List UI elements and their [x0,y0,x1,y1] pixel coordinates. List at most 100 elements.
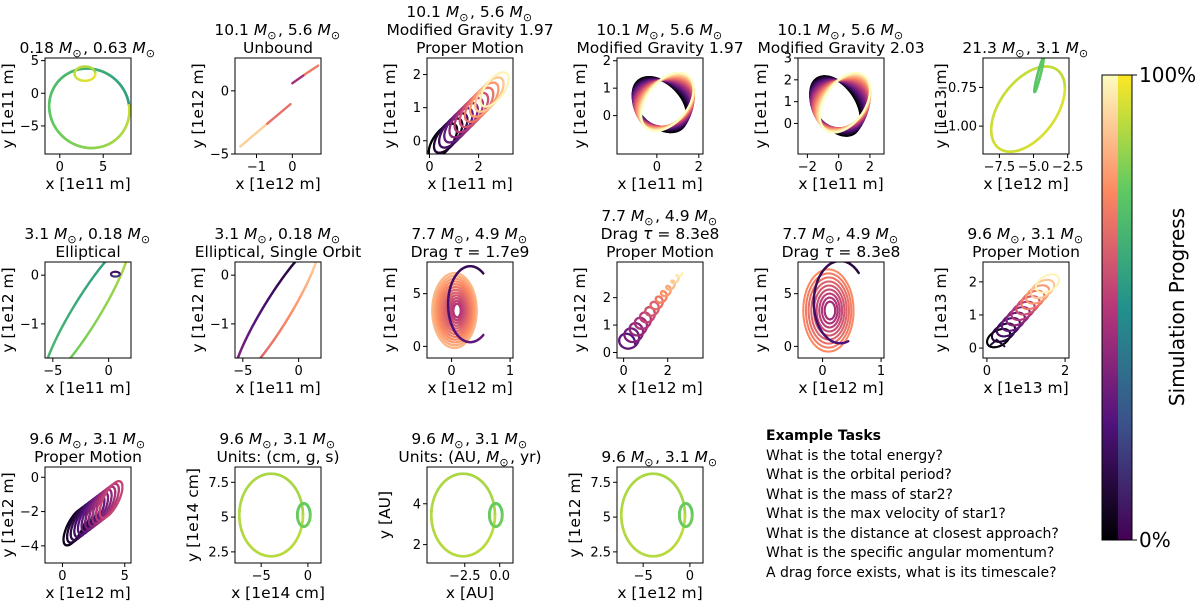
orbit-curves [631,71,696,134]
orbit-segment [257,361,258,362]
y-axis-label: y [1e11 m] [0,63,17,148]
x-tick-label: 0 [653,160,661,175]
y-tick-label: 0 [221,269,229,284]
y-axis-label: y [1e11 m] [752,63,770,148]
subplot-8: −5 0−10x [1e11 m]y [1e12 m]3.1 M⊙ , 0.18 … [189,225,361,397]
axes-frame [234,57,322,155]
orbit-segment [441,153,443,154]
plot-title: Proper Motion [416,39,524,57]
y-tick-label: 0 [221,84,229,99]
orbit-segment [256,362,257,363]
orbit-segment [258,357,261,358]
x-tick-label: 0 [425,160,433,175]
y-tick-label: −5 [210,148,229,163]
y-axis-label: y [1e13 m] [932,63,950,148]
orbit-segment [303,64,320,76]
x-tick-label: −5 [233,364,252,379]
orbit-segment [253,366,254,367]
orbit-segment [64,364,65,365]
axes-frame [234,261,322,359]
orbit-segment [255,364,256,365]
orbit-segment [438,156,439,157]
orbit-segment [66,362,67,363]
y-tick-label: 0 [31,87,39,102]
subplot-5: −2 0 2 0 1 2 3 x [1e11 m] y [1e11 m] 10.1 M⊙ , 5.… [752,21,925,193]
orbit-curves [239,64,320,148]
axes-frame [982,57,1070,155]
plot-title: Modified Gravity 2.03 [757,39,924,57]
orbit-curves [46,262,128,367]
plot-title: 10.1 M⊙ , 5.6 M⊙ [406,3,533,24]
subplot-7: −5 0−10x [1e11 m]y [1e12 m]3.1 M⊙ , 0.18 … [0,225,150,397]
orbit-segment [430,156,431,157]
y-tick-label: 1 [413,101,421,116]
plot-title: Elliptical [55,243,120,261]
plot-title: Unbound [243,39,313,57]
orbit-segment [63,366,64,367]
x-tick-label: 2 [474,160,482,175]
x-tick-label: 2 [695,160,703,175]
y-axis-label: y [1e11 m] [381,63,399,148]
orbit-curves [809,71,872,137]
y-tick-label: 2 [603,54,611,69]
plot-title: Modified Gravity 1.97 [386,21,553,39]
x-tick-label: −7.5 [984,160,1016,175]
y-tick-label: 1 [784,95,792,110]
x-tick-label: 0 [835,160,843,175]
y-tick-label: 2 [413,68,421,83]
orbit-segment [67,361,68,362]
x-tick-label: 2 [866,160,874,175]
x-axis-label: x [1e11 m] [427,175,512,193]
plot-title: 0.18 M⊙ , 0.63 M⊙ [19,39,156,60]
x-axis-label: x [1e11 m] [617,175,702,193]
x-tick-label: 5 [99,160,107,175]
orbit-segment [68,359,69,360]
y-axis-label: y [1e12 m] [0,267,17,352]
plot-title: 10.1 M⊙ , 5.6 M⊙ [214,21,341,42]
plot-title: 10.1 M⊙ , 5.6 M⊙ [777,21,904,42]
orbit-segment [291,73,307,85]
orbit-curves [427,71,510,157]
y-tick-label: −5 [20,119,39,134]
orbit-segment [254,365,255,366]
y-axis-label: y [1e12 m] [189,63,207,148]
axes-frame [44,57,132,155]
orbit-segment [690,79,694,83]
orbit-segment [266,102,292,125]
x-tick-label: 0 [105,364,113,379]
x-tick-label: −5.0 [1018,160,1050,175]
y-axis-label: y [1e12 m] [189,267,207,352]
orbit-curves [431,265,485,350]
x-axis-label: x [1e11 m] [45,175,130,193]
y-tick-label: −1.00 [937,120,977,135]
y-tick-label: 1 [603,82,611,97]
y-tick-label: 5 [31,54,39,69]
x-tick-label: −2.5 [1052,160,1084,175]
x-axis-label: x [1e12 m] [235,175,320,193]
plot-title: Modified Gravity 1.97 [576,39,743,57]
orbit-segment [239,122,269,148]
axes-frame [44,261,132,359]
axes-frame [426,57,514,155]
x-tick-label: −5 [43,364,62,379]
x-tick-label: −2 [798,160,817,175]
x-tick-label: 0 [295,364,303,379]
plot-title: 21.3 M⊙ , 3.1 M⊙ [962,39,1089,60]
y-tick-label: 3 [784,52,792,67]
x-axis-label: x [1e11 m] [235,379,320,397]
y-tick-label: −1 [210,317,229,332]
orbit-segment [65,363,66,364]
x-axis-label: x [1e12 m] [983,175,1068,193]
orbit-curves [989,58,1067,153]
orbit-curves [236,262,318,367]
plot-title: 10.1 M⊙ , 5.6 M⊙ [596,21,723,42]
y-tick-label: 0 [603,109,611,124]
y-tick-label: −0.75 [937,81,977,96]
x-axis-label: x [1e11 m] [798,175,883,193]
x-tick-label: 0 [288,160,296,175]
y-tick-label: 0 [413,134,421,149]
